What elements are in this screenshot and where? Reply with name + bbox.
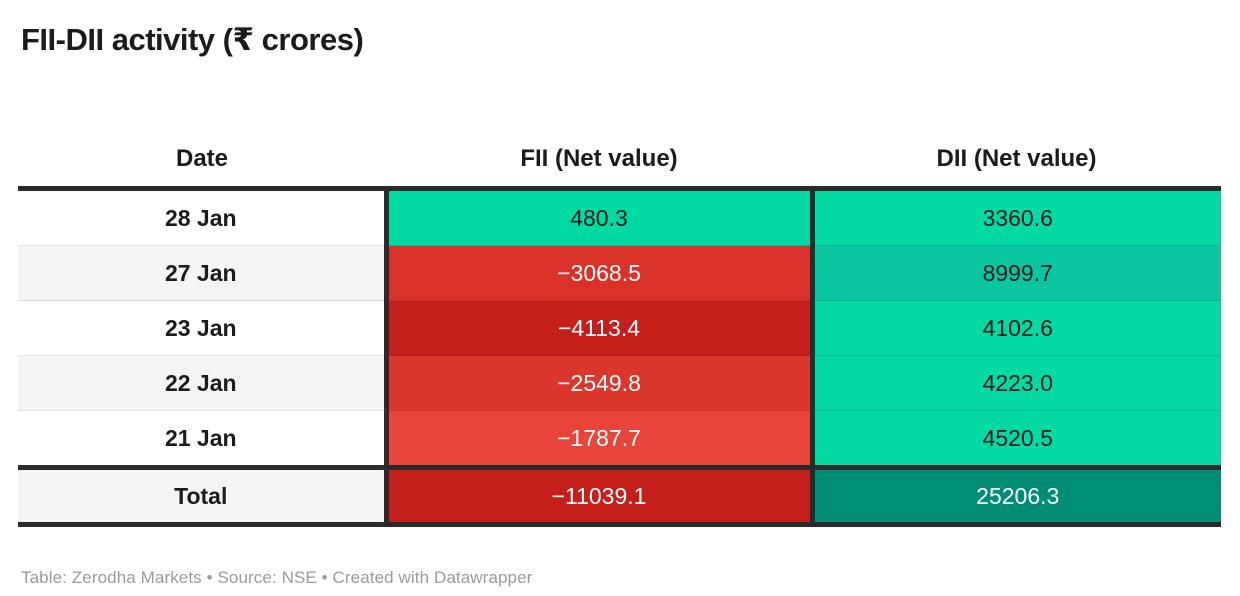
dii-value-cell: 25206.3 [809,465,1221,527]
dii-value-cell: 3360.6 [809,188,1221,246]
date-cell: 21 Jan [18,410,386,468]
fii-value-cell: −3068.5 [383,245,812,301]
table-row: 27 Jan −3068.5 8999.7 [18,245,1221,301]
date-cell: 22 Jan [18,355,386,411]
date-cell: 28 Jan [18,188,386,246]
column-header-dii: DII (Net value) [812,111,1221,191]
total-label-cell: Total [18,465,386,527]
fii-value-cell: −1787.7 [383,410,812,468]
attribution-footer: Table: Zerodha Markets • Source: NSE • C… [21,568,533,587]
dii-value-cell: 4223.0 [809,355,1221,411]
fii-value-cell: −11039.1 [383,465,812,527]
column-header-fii: FII (Net value) [386,111,812,191]
date-cell: 27 Jan [18,245,386,301]
table-row: 28 Jan 480.3 3360.6 [18,188,1221,246]
header-row: Date FII (Net value) DII (Net value) [18,111,1221,191]
table-row: 22 Jan −2549.8 4223.0 [18,355,1221,411]
dii-value-cell: 4520.5 [809,410,1221,468]
dii-value-cell: 8999.7 [809,245,1221,301]
fii-value-cell: 480.3 [383,188,812,246]
dii-value-cell: 4102.6 [809,300,1221,356]
table-row: 23 Jan −4113.4 4102.6 [18,300,1221,356]
table-body: 28 Jan 480.3 3360.6 27 Jan −3068.5 8999.7 23 J… [18,188,1221,527]
page-title: FII-DII activity (₹ crores) [21,22,364,57]
table-header: Date FII (Net value) DII (Net value) [18,111,1221,191]
column-header-date: Date [18,111,386,191]
total-row: Total −11039.1 25206.3 [18,465,1221,527]
fii-value-cell: −4113.4 [383,300,812,356]
date-cell: 23 Jan [18,300,386,356]
fii-dii-table: Date FII (Net value) DII (Net value) 28 … [18,111,1221,527]
fii-value-cell: −2549.8 [383,355,812,411]
table-row: 21 Jan −1787.7 4520.5 [18,410,1221,468]
